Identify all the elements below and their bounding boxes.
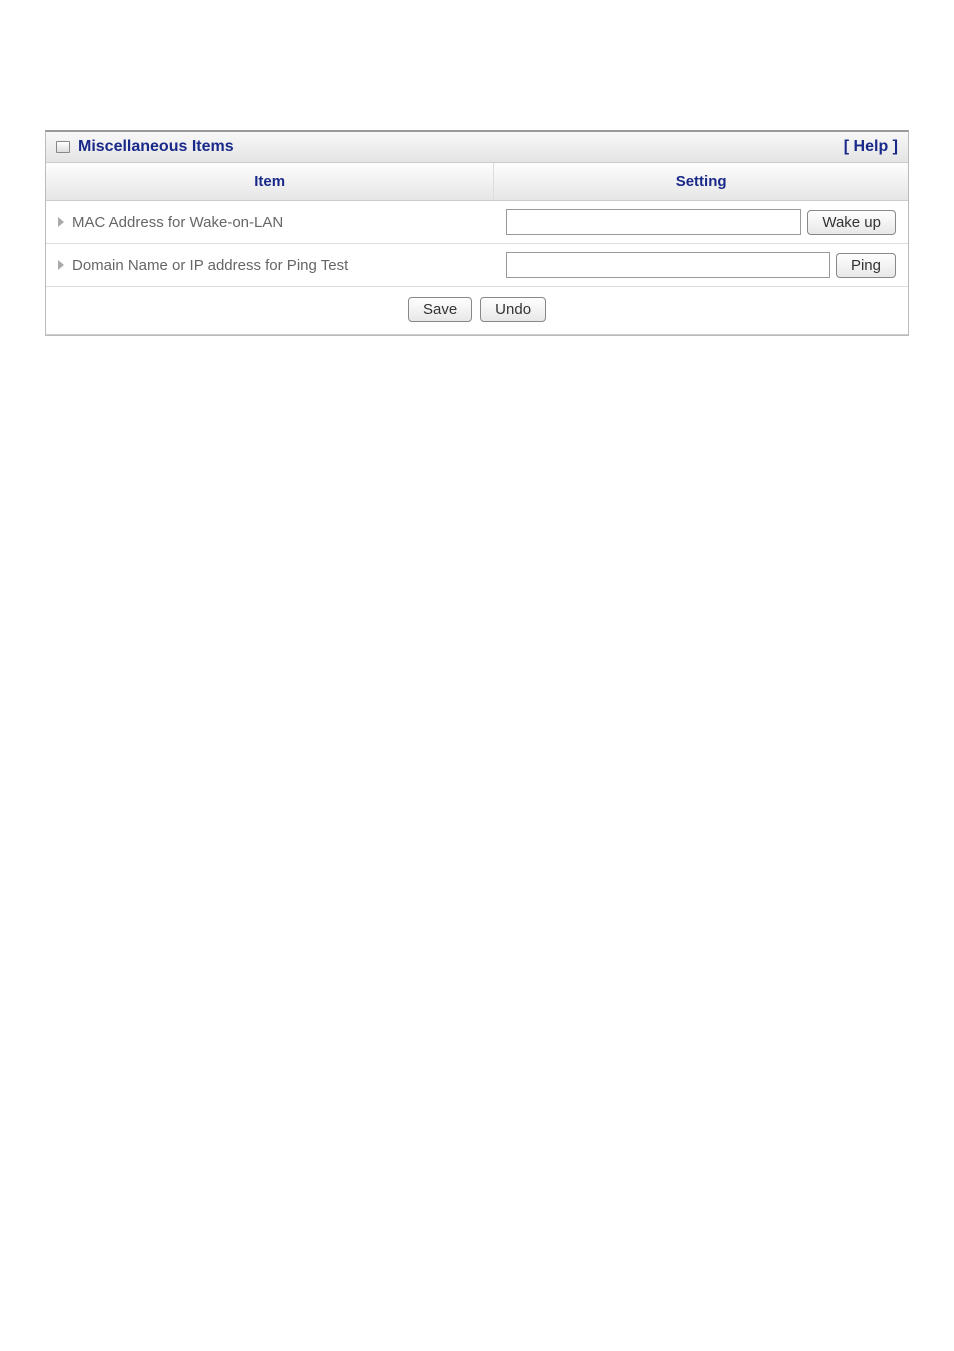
column-item-header: Item xyxy=(46,163,494,200)
wake-up-button[interactable]: Wake up xyxy=(807,210,896,235)
ping-target-input[interactable] xyxy=(506,252,830,278)
save-button[interactable]: Save xyxy=(408,297,472,322)
row-setting-cell: Ping xyxy=(494,244,908,286)
triangle-icon xyxy=(58,217,64,227)
misc-items-panel: Miscellaneous Items [ Help ] Item Settin… xyxy=(45,130,909,336)
undo-button[interactable]: Undo xyxy=(480,297,546,322)
triangle-icon xyxy=(58,260,64,270)
row-label-cell: Domain Name or IP address for Ping Test xyxy=(46,245,494,286)
table-row: Domain Name or IP address for Ping Test … xyxy=(46,244,908,287)
row-label: MAC Address for Wake-on-LAN xyxy=(72,214,283,231)
row-label-cell: MAC Address for Wake-on-LAN xyxy=(46,202,494,243)
row-label: Domain Name or IP address for Ping Test xyxy=(72,257,348,274)
column-setting-header: Setting xyxy=(494,163,908,200)
panel-title: Miscellaneous Items xyxy=(78,138,844,156)
panel-header: Miscellaneous Items [ Help ] xyxy=(46,132,908,163)
footer-buttons: Save Undo xyxy=(46,287,908,335)
table-row: MAC Address for Wake-on-LAN Wake up xyxy=(46,201,908,244)
ping-button[interactable]: Ping xyxy=(836,253,896,278)
row-setting-cell: Wake up xyxy=(494,201,908,243)
mac-address-input[interactable] xyxy=(506,209,801,235)
column-headers: Item Setting xyxy=(46,163,908,201)
help-link[interactable]: [ Help ] xyxy=(844,138,898,156)
panel-icon xyxy=(56,141,70,153)
